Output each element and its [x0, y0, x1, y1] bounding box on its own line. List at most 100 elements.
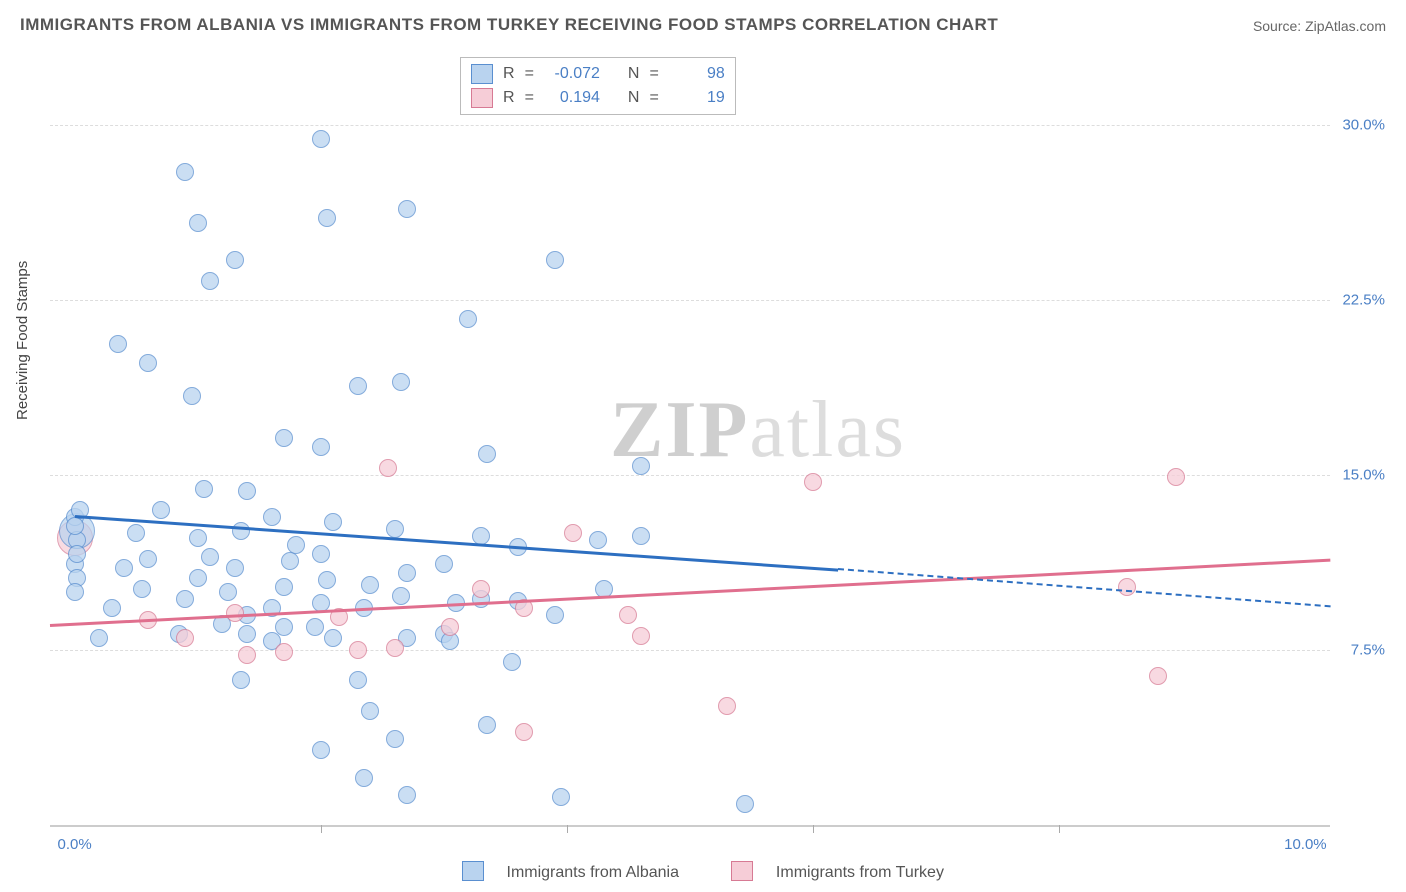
y-tick-label: 22.5%: [1342, 292, 1385, 309]
series-a-point: [736, 795, 754, 813]
series-a-point: [503, 653, 521, 671]
eq-sign: =: [649, 62, 658, 86]
r-label: R: [503, 62, 515, 86]
series-a-point: [139, 550, 157, 568]
series-a-point: [459, 310, 477, 328]
series-a-point: [90, 629, 108, 647]
series-b-point: [632, 627, 650, 645]
series-b-point: [804, 473, 822, 491]
series-a-point: [589, 531, 607, 549]
source-label: Source:: [1253, 18, 1301, 34]
swatch-series-a: [471, 64, 493, 84]
series-b-n-value: 19: [669, 86, 725, 110]
series-a-point: [392, 587, 410, 605]
series-a-point: [183, 387, 201, 405]
series-b-point: [386, 639, 404, 657]
x-tick-mark: [813, 825, 814, 833]
series-a-point: [201, 548, 219, 566]
series-a-point: [103, 599, 121, 617]
series-a-point: [66, 583, 84, 601]
series-a-point: [263, 508, 281, 526]
y-tick-label: 15.0%: [1342, 467, 1385, 484]
x-tick-mark: [567, 825, 568, 833]
series-b-point: [1118, 578, 1136, 596]
series-b-point: [619, 606, 637, 624]
x-tick-mark: [321, 825, 322, 833]
series-a-point: [152, 501, 170, 519]
series-a-point: [312, 438, 330, 456]
series-a-point: [219, 583, 237, 601]
y-axis-label: Receiving Food Stamps: [14, 261, 31, 420]
series-a-point: [472, 527, 490, 545]
series-a-point: [632, 527, 650, 545]
series-a-point: [109, 335, 127, 353]
series-a-point: [355, 769, 373, 787]
series-b-point: [515, 723, 533, 741]
series-a-trend-line: [75, 515, 838, 572]
series-a-point: [232, 522, 250, 540]
series-b-r-value: 0.194: [544, 86, 600, 110]
x-tick-label: 0.0%: [58, 836, 92, 853]
series-b-point: [472, 580, 490, 598]
n-label: N: [628, 86, 640, 110]
series-a-point: [226, 559, 244, 577]
gridline: [50, 475, 1330, 476]
series-a-n-value: 98: [669, 62, 725, 86]
series-a-point: [478, 716, 496, 734]
series-a-point: [66, 517, 84, 535]
source-attribution: Source: ZipAtlas.com: [1253, 18, 1386, 34]
series-a-point: [238, 625, 256, 643]
series-a-point: [361, 576, 379, 594]
eq-sign: =: [525, 62, 534, 86]
series-a-point: [312, 130, 330, 148]
series-a-point: [133, 580, 151, 598]
r-label: R: [503, 86, 515, 110]
series-b-point: [564, 524, 582, 542]
series-a-point: [546, 251, 564, 269]
series-a-point: [232, 671, 250, 689]
bottom-legend: Immigrants from Albania Immigrants from …: [0, 861, 1406, 882]
series-a-point: [68, 545, 86, 563]
legend-label-a: Immigrants from Albania: [507, 864, 680, 881]
series-a-point: [275, 429, 293, 447]
series-a-point: [312, 545, 330, 563]
series-a-point: [312, 741, 330, 759]
plot-area: 7.5%15.0%22.5%30.0%0.0%10.0% ZIPatlas R …: [50, 55, 1330, 827]
source-name: ZipAtlas.com: [1305, 18, 1386, 34]
series-a-point: [318, 209, 336, 227]
series-a-point: [275, 578, 293, 596]
series-a-point: [127, 524, 145, 542]
series-a-point: [324, 513, 342, 531]
gridline: [50, 125, 1330, 126]
series-a-point: [176, 590, 194, 608]
series-a-point: [435, 555, 453, 573]
y-tick-label: 7.5%: [1351, 642, 1385, 659]
series-b-point: [176, 629, 194, 647]
stats-legend-box: R = -0.072 N = 98 R = 0.194 N = 19: [460, 57, 736, 115]
series-a-point: [392, 373, 410, 391]
series-a-point: [386, 520, 404, 538]
stats-row-a: R = -0.072 N = 98: [471, 62, 725, 86]
legend-label-b: Immigrants from Turkey: [776, 864, 944, 881]
series-a-point: [226, 251, 244, 269]
series-a-point: [398, 564, 416, 582]
series-b-point: [226, 604, 244, 622]
series-a-point: [195, 480, 213, 498]
series-a-point: [201, 272, 219, 290]
series-a-point: [386, 730, 404, 748]
series-a-point: [318, 571, 336, 589]
eq-sign: =: [649, 86, 658, 110]
series-a-point: [287, 536, 305, 554]
series-a-point: [398, 786, 416, 804]
series-a-point: [398, 200, 416, 218]
series-a-point: [632, 457, 650, 475]
swatch-series-b: [471, 88, 493, 108]
series-a-point: [189, 529, 207, 547]
series-a-point: [552, 788, 570, 806]
x-tick-mark: [1059, 825, 1060, 833]
series-a-point: [478, 445, 496, 463]
series-a-r-value: -0.072: [544, 62, 600, 86]
series-a-point: [238, 482, 256, 500]
series-a-point: [189, 214, 207, 232]
series-b-point: [379, 459, 397, 477]
